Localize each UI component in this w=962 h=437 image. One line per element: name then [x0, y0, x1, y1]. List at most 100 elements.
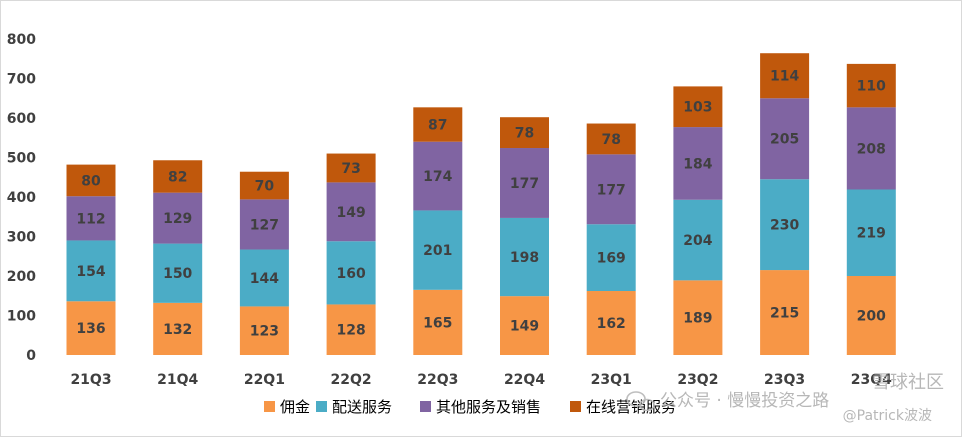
bar-segment [153, 243, 203, 303]
bar-segment [586, 224, 636, 292]
watermark-wechat-text: 公众号 · 慢慢投资之路 [660, 390, 829, 411]
bar-segment [500, 148, 549, 218]
bar-segment [500, 217, 549, 297]
bar-segment [586, 123, 636, 155]
data-label: 70 [255, 179, 275, 195]
data-label: 128 [336, 323, 365, 339]
y-tick-label: 600 [7, 111, 36, 127]
data-label: 78 [515, 126, 534, 142]
bar-segment [153, 302, 203, 355]
data-label: 177 [597, 182, 626, 198]
data-label: 82 [168, 169, 187, 185]
y-tick-label: 100 [7, 309, 36, 325]
x-tick-label: 23Q2 [677, 372, 718, 388]
bar-stack: 149 198 177 78 [500, 117, 549, 355]
data-label: 114 [770, 69, 799, 85]
bar-segment [413, 289, 463, 355]
data-label: 87 [428, 118, 447, 134]
x-tick-label: 22Q2 [331, 372, 372, 388]
bar-segment [846, 107, 896, 190]
y-tick-label: 200 [7, 269, 36, 285]
data-label: 165 [423, 315, 452, 331]
bar-segment [673, 280, 723, 355]
y-axis-ticks: 0 100 200 300 400 500 600 700 800 [7, 32, 36, 364]
bar-segment [153, 192, 203, 244]
y-tick-label: 400 [7, 190, 36, 206]
x-tick-label: 23Q1 [591, 372, 632, 388]
data-label: 162 [597, 316, 626, 332]
bar-segment [239, 199, 289, 250]
bar-segment [760, 270, 810, 355]
bar-segment [413, 210, 463, 290]
bar-segment [760, 179, 810, 271]
legend-item: 其他服务及销售 [420, 398, 541, 416]
data-label: 189 [683, 311, 712, 327]
legend: 佣金 配送服务 其他服务及销售 在线营销服务 [264, 398, 676, 416]
data-label: 129 [163, 211, 192, 227]
bar-segment [413, 141, 463, 211]
legend-swatch [420, 401, 431, 412]
data-label: 205 [770, 132, 799, 148]
bar-segment [673, 86, 723, 128]
bar-segment [239, 171, 289, 200]
bar-stacks: 1361541128013215012982123144127701281601… [66, 53, 896, 355]
data-label: 219 [857, 226, 886, 242]
bar-segment [586, 154, 636, 225]
data-label: 169 [597, 251, 626, 267]
bar-segment [760, 98, 810, 180]
bar-segment [760, 53, 810, 99]
data-label: 136 [76, 321, 105, 337]
wechat-icon [626, 391, 655, 412]
bar-stack: 215 230 205 114 [760, 53, 810, 355]
x-axis-ticks: 21Q3 21Q4 22Q1 22Q2 22Q3 22Q4 23Q1 23Q2 23Q3 23Q4 [70, 372, 892, 388]
x-tick-label: 21Q3 [70, 372, 111, 388]
bar-segment [66, 301, 116, 355]
bar-stack: 200 219 208 110 [846, 63, 896, 355]
bar-segment [153, 160, 203, 193]
data-label: 215 [770, 306, 799, 322]
legend-label: 配送服务 [332, 398, 392, 416]
data-label: 149 [336, 205, 365, 221]
bar-segment [846, 276, 896, 355]
bar-segment [326, 182, 376, 242]
data-label: 149 [510, 319, 539, 335]
x-tick-label: 22Q4 [504, 372, 545, 388]
legend-item: 佣金 [264, 398, 310, 416]
data-label: 184 [683, 156, 712, 172]
data-label: 174 [423, 169, 452, 185]
bar-segment [239, 306, 289, 355]
x-tick-label: 22Q1 [244, 372, 285, 388]
data-label: 198 [510, 250, 539, 266]
data-label: 144 [250, 271, 279, 287]
y-tick-label: 700 [7, 72, 36, 88]
legend-item: 配送服务 [316, 398, 392, 416]
data-label: 110 [857, 79, 886, 95]
x-tick-label: 23Q4 [851, 372, 892, 388]
legend-label: 佣金 [280, 398, 310, 416]
bar-segment [846, 189, 896, 276]
watermark-community-text: 雪球社区 [872, 372, 944, 393]
data-label: 204 [683, 233, 712, 249]
bar-segment [66, 196, 116, 241]
bar-stack: 132 150 129 82 [153, 160, 203, 355]
data-label: 230 [770, 218, 799, 234]
bar-segment [413, 107, 463, 142]
legend-swatch [264, 401, 275, 412]
bar-segment [673, 199, 723, 281]
bar-segment [586, 291, 636, 355]
legend-swatch [316, 401, 327, 412]
data-label: 160 [336, 266, 365, 282]
watermark-handle-text: @Patrick波波 [843, 408, 932, 424]
x-tick-label: 23Q3 [764, 372, 805, 388]
bar-segment [66, 240, 116, 302]
data-label: 112 [76, 211, 105, 227]
bar-segment [239, 249, 289, 307]
y-tick-label: 300 [7, 230, 36, 246]
y-tick-label: 0 [26, 348, 36, 364]
bar-segment [500, 117, 549, 149]
bar-stack: 123 144 127 70 [239, 171, 289, 355]
bar-stack: 189 204 184 103 [673, 86, 723, 355]
legend-swatch [570, 401, 581, 412]
data-label: 150 [163, 266, 192, 282]
